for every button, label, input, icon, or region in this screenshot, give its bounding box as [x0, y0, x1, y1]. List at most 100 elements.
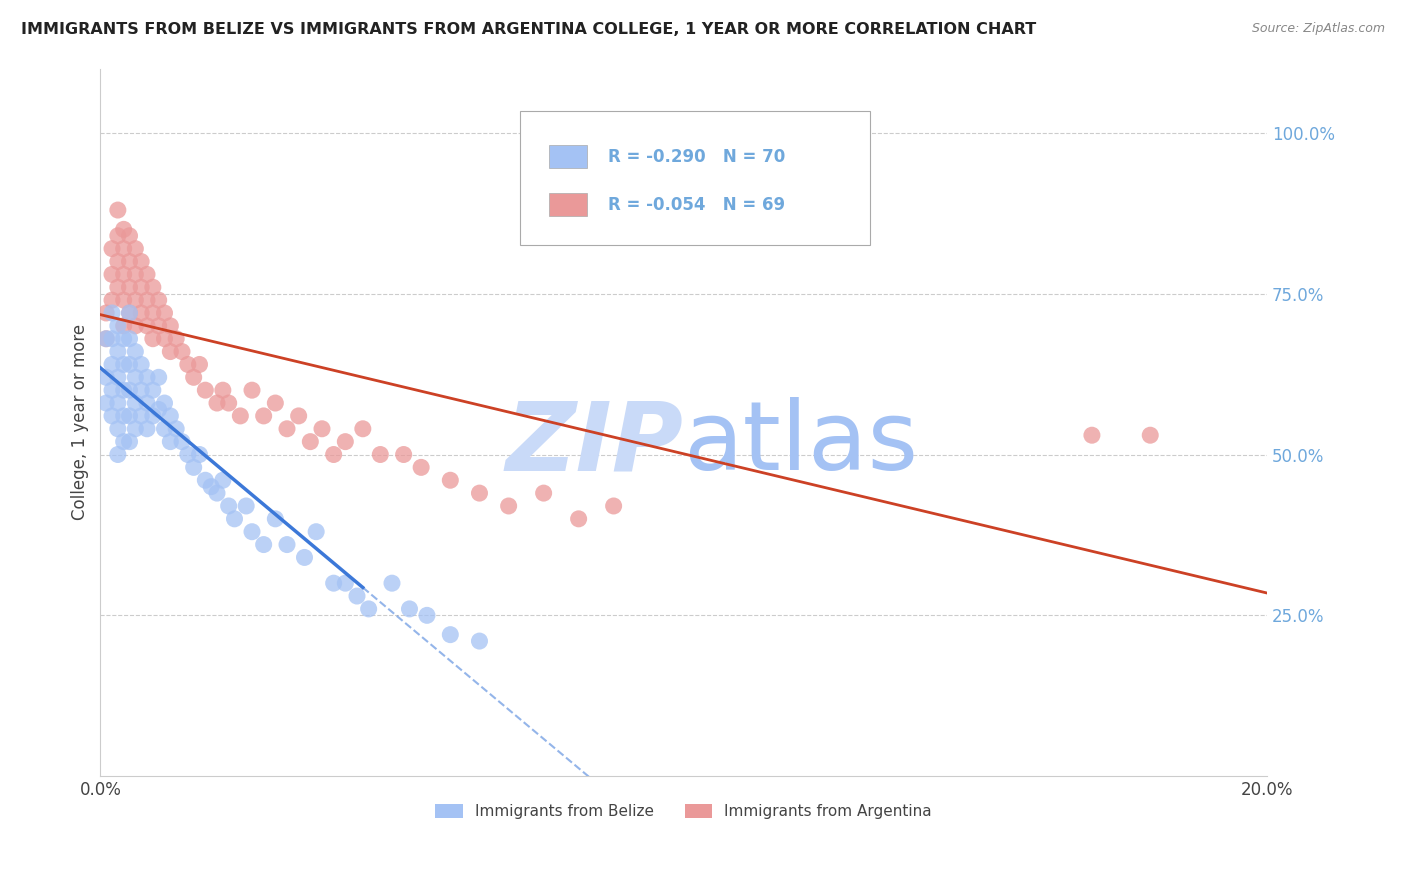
Point [101, 242, 124, 256]
Point [96, 332, 118, 346]
Point [112, 409, 135, 423]
Point [533, 486, 555, 500]
Point [124, 318, 146, 333]
Point [101, 358, 124, 372]
Point [118, 254, 141, 268]
FancyBboxPatch shape [520, 111, 870, 245]
Point [124, 422, 146, 436]
Point [112, 222, 135, 236]
Point [107, 396, 129, 410]
Point [142, 383, 165, 397]
Point [107, 280, 129, 294]
Point [211, 383, 233, 397]
Point [305, 524, 328, 539]
Text: ZIP: ZIP [506, 397, 683, 490]
Point [235, 499, 257, 513]
Point [159, 409, 181, 423]
Point [200, 480, 222, 494]
Point [439, 473, 461, 487]
Point [136, 422, 159, 436]
Text: atlas: atlas [683, 397, 918, 490]
Point [264, 396, 287, 410]
Point [205, 396, 228, 410]
Point [107, 318, 129, 333]
Point [124, 396, 146, 410]
Text: IMMIGRANTS FROM BELIZE VS IMMIGRANTS FROM ARGENTINA COLLEGE, 1 YEAR OR MORE CORR: IMMIGRANTS FROM BELIZE VS IMMIGRANTS FRO… [21, 22, 1036, 37]
Point [101, 293, 124, 307]
Point [602, 499, 624, 513]
Point [416, 608, 439, 623]
Text: R = -0.290   N = 70: R = -0.290 N = 70 [607, 147, 785, 166]
Point [177, 448, 200, 462]
Point [264, 512, 287, 526]
Point [170, 344, 193, 359]
Point [118, 332, 141, 346]
Point [165, 332, 187, 346]
Point [129, 409, 152, 423]
Point [205, 486, 228, 500]
Point [287, 409, 309, 423]
Point [299, 434, 322, 449]
Point [188, 448, 211, 462]
Point [112, 268, 135, 282]
Point [311, 422, 333, 436]
Point [107, 254, 129, 268]
Point [136, 318, 159, 333]
Point [439, 627, 461, 641]
Point [335, 576, 357, 591]
Point [1081, 428, 1104, 442]
Point [142, 409, 165, 423]
Point [136, 370, 159, 384]
Point [107, 422, 129, 436]
Point [240, 383, 263, 397]
Point [224, 512, 246, 526]
Point [177, 358, 200, 372]
Point [124, 293, 146, 307]
Point [218, 396, 240, 410]
Point [468, 486, 491, 500]
Point [118, 280, 141, 294]
Point [148, 293, 170, 307]
Point [411, 460, 433, 475]
Point [96, 306, 118, 320]
Point [381, 576, 404, 591]
Point [107, 344, 129, 359]
Point [368, 448, 391, 462]
Point [112, 383, 135, 397]
Point [1139, 428, 1161, 442]
Point [96, 396, 118, 410]
Point [153, 396, 176, 410]
Point [183, 370, 205, 384]
Point [159, 434, 181, 449]
Point [112, 332, 135, 346]
Point [148, 370, 170, 384]
Point [211, 473, 233, 487]
Point [142, 280, 165, 294]
Point [101, 306, 124, 320]
Point [148, 318, 170, 333]
Point [153, 306, 176, 320]
Point [129, 383, 152, 397]
Point [253, 409, 276, 423]
Point [129, 358, 152, 372]
Point [136, 293, 159, 307]
Point [253, 538, 276, 552]
Point [118, 306, 141, 320]
Point [170, 434, 193, 449]
Point [294, 550, 316, 565]
Point [322, 448, 344, 462]
Point [107, 202, 129, 217]
Y-axis label: College, 1 year or more: College, 1 year or more [72, 325, 89, 520]
Point [118, 228, 141, 243]
Point [118, 306, 141, 320]
Point [107, 370, 129, 384]
Point [96, 332, 118, 346]
Point [118, 383, 141, 397]
Point [468, 634, 491, 648]
Point [96, 370, 118, 384]
Point [194, 473, 217, 487]
Point [229, 409, 252, 423]
Point [498, 499, 520, 513]
Point [568, 512, 591, 526]
Point [101, 409, 124, 423]
